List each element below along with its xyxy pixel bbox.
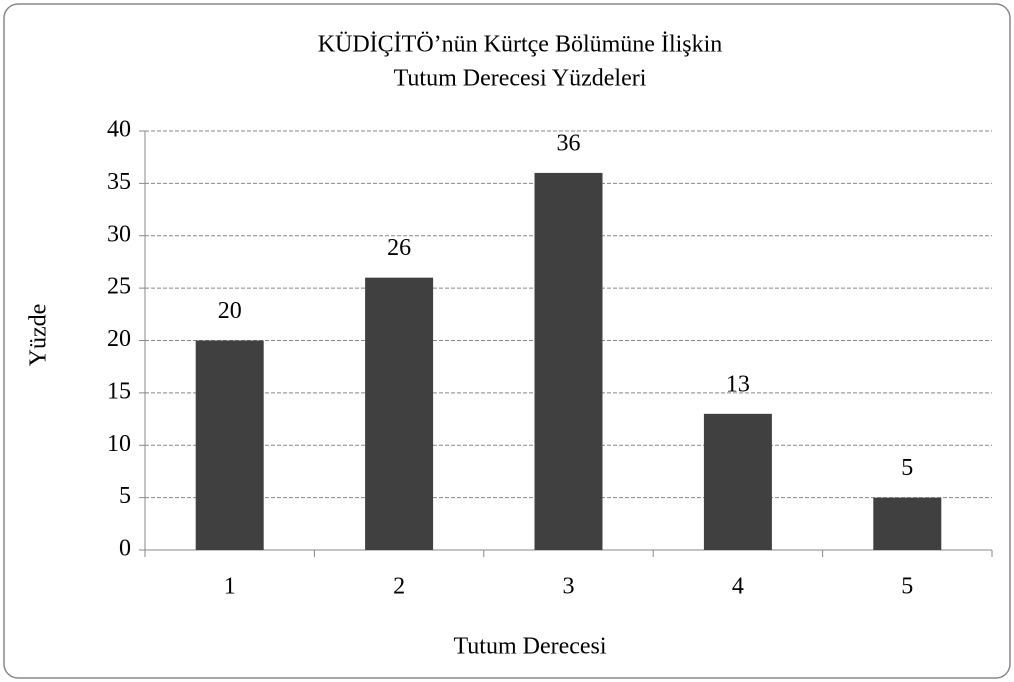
chart-title: KÜDİÇİTÖ’nün Kürtçe Bölümüne İlişkin — [318, 32, 723, 58]
x-tick-label: 1 — [224, 574, 236, 600]
y-tick-label: 15 — [107, 378, 131, 404]
data-label: 5 — [901, 455, 913, 481]
y-tick-label: 35 — [107, 169, 131, 195]
y-tick-label: 25 — [107, 274, 131, 300]
bar — [534, 172, 603, 550]
data-label: 26 — [387, 235, 411, 261]
data-label: 13 — [726, 371, 750, 397]
y-tick-label: 20 — [107, 326, 131, 352]
data-label: 36 — [557, 130, 581, 156]
bar — [365, 277, 434, 550]
x-tick-label: 4 — [732, 574, 744, 600]
y-tick-label: 5 — [119, 483, 131, 509]
y-axis-label: Yüzde — [26, 304, 52, 367]
y-tick-label: 10 — [107, 431, 131, 457]
chart-title: Tutum Derecesi Yüzdeleri — [394, 66, 647, 92]
x-axis-label: Tutum Derecesi — [453, 634, 606, 660]
x-tick-label: 5 — [901, 574, 913, 600]
x-tick-label: 3 — [563, 574, 575, 600]
y-tick-label: 0 — [119, 536, 131, 562]
bar — [873, 497, 942, 550]
bar — [703, 413, 772, 550]
data-label: 20 — [218, 298, 242, 324]
bar — [195, 340, 264, 550]
x-tick-label: 2 — [393, 574, 405, 600]
y-tick-label: 30 — [107, 221, 131, 247]
y-tick-label: 40 — [107, 117, 131, 143]
